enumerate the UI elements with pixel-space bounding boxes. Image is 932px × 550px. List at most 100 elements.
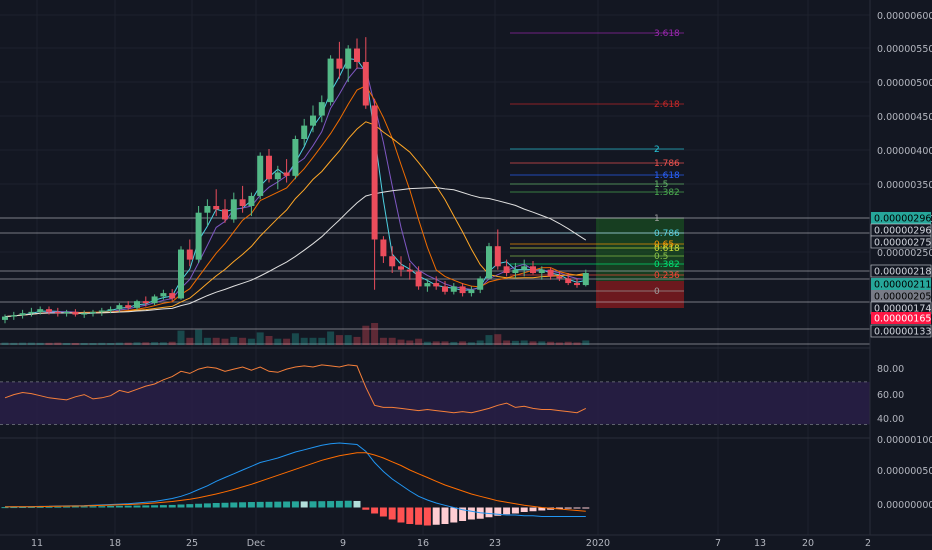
macd-histogram-bar <box>520 507 528 512</box>
volume-bar <box>71 343 79 345</box>
time-axis[interactable]: 11 18 25 Dec 9 16 23 2020 7 13 20 2 <box>0 534 932 549</box>
candle-body <box>107 309 114 311</box>
volume-bar <box>309 337 317 345</box>
rsi-tick-label: 80.00 <box>877 364 904 375</box>
price-tag-bg <box>871 278 931 290</box>
price-tag-bg <box>870 324 932 338</box>
macd-histogram-bar <box>98 506 106 508</box>
time-tick-label: 25 <box>186 538 198 549</box>
macd-histogram-bar <box>441 507 449 524</box>
volume-bar <box>283 338 291 345</box>
macd-histogram-bar <box>494 507 502 516</box>
volume-bar <box>415 338 423 345</box>
candle-body <box>90 311 96 314</box>
macd-histogram-bar <box>124 505 132 508</box>
macd-histogram-bar <box>71 506 79 508</box>
volume-bar <box>388 337 396 345</box>
price-tag-label: 0.00000165 <box>874 314 931 325</box>
macd-histogram-bar <box>485 507 493 518</box>
macd-histogram-bar <box>27 506 35 508</box>
volume-bar <box>247 338 255 345</box>
candle-body <box>2 316 8 320</box>
macd-histogram-bar <box>415 507 423 525</box>
macd-histogram-bar <box>529 507 537 512</box>
macd-tick-label: 0.00000050 <box>877 466 932 477</box>
time-tick-label: 2020 <box>586 538 610 549</box>
macd-histogram-bar <box>353 500 361 508</box>
candle-body <box>424 283 431 287</box>
candle-body <box>503 266 510 273</box>
macd-tick-label: 0.00000100 <box>877 435 932 446</box>
moving-average-line <box>4 58 586 318</box>
candle-body <box>486 246 492 279</box>
candle-body <box>582 273 589 286</box>
candle-body <box>512 269 519 273</box>
price-tag-bg <box>871 290 931 302</box>
macd-histogram-bar <box>274 501 282 508</box>
fib-level-label: 3.618 <box>654 29 680 39</box>
volume-bar <box>89 343 97 345</box>
volume-bar <box>203 337 211 345</box>
volume-bar <box>142 342 150 345</box>
volume-bar <box>459 341 467 345</box>
price-tag-bg <box>870 235 932 249</box>
candle-body <box>142 301 149 304</box>
macd-histogram-bar <box>573 507 581 509</box>
macd-histogram-bar <box>10 507 18 509</box>
price-tag-label: 0.00000205 <box>874 292 931 303</box>
macd-histogram-bar <box>89 506 97 508</box>
candle-body <box>362 61 369 106</box>
volume-bar <box>133 342 141 345</box>
volume-bar <box>291 333 299 345</box>
macd-histogram-bar <box>203 503 211 508</box>
volume-bar <box>379 337 387 345</box>
volume-bar <box>19 342 27 345</box>
volume-bar <box>107 343 115 345</box>
macd-histogram-bar <box>107 506 115 508</box>
price-tag-label: 0.00000174 <box>874 304 931 315</box>
candle-body <box>530 266 536 273</box>
volume-bar <box>274 338 282 345</box>
fib-level-label: 0.236 <box>654 271 680 281</box>
macd-signal-line <box>4 452 586 512</box>
rsi-pane <box>0 364 870 425</box>
fib-level-label: 1.786 <box>654 159 680 169</box>
macd-histogram-bar <box>230 502 238 508</box>
volume-bar <box>80 343 88 345</box>
macd-histogram-bar <box>503 507 511 515</box>
candle-body <box>72 311 79 315</box>
volume-bar <box>195 329 203 345</box>
fib-level-label: 1.5 <box>654 180 668 190</box>
volume-bar <box>98 342 106 345</box>
macd-histogram-bar <box>406 507 414 524</box>
macd-histogram-bar <box>388 507 396 520</box>
volume-bar <box>239 337 247 345</box>
candle-body <box>98 310 105 312</box>
candle-body <box>169 293 176 299</box>
volume-bar <box>335 335 343 345</box>
candle-body <box>125 305 132 308</box>
macd-histogram-bar <box>582 507 590 509</box>
rsi-line <box>4 364 587 414</box>
macd-tick-label: 0.00000000 <box>877 500 932 511</box>
volume-bar <box>221 338 229 345</box>
volume-bar <box>151 342 159 345</box>
macd-histogram-bar <box>371 507 379 514</box>
time-tick-label: 23 <box>489 538 501 549</box>
candle-body <box>10 315 17 317</box>
macd-histogram-bar <box>397 507 405 523</box>
candle-body <box>406 269 413 272</box>
price-axis[interactable]: 0.00000600 0.00000550 0.00000500 0.00000450… <box>869 0 932 535</box>
macd-histogram-bar <box>19 506 27 508</box>
candle-body <box>371 105 378 240</box>
macd-histogram-bar <box>195 503 203 508</box>
macd-histogram-bar <box>423 507 431 526</box>
candle-body <box>248 195 255 206</box>
volume-bar <box>582 340 590 345</box>
macd-histogram-bar <box>36 506 44 508</box>
candle-body <box>266 155 272 180</box>
candle-body <box>19 313 26 316</box>
macd-histogram-bar <box>555 507 563 509</box>
candle-body <box>195 212 202 260</box>
